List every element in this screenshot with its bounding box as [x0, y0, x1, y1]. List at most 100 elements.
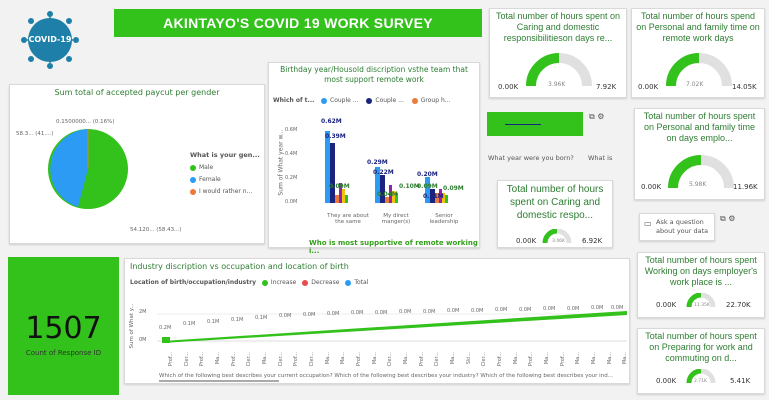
logo-text: COVID-19 — [28, 35, 72, 44]
waterfall-plot — [157, 311, 627, 343]
x-tick-label: Cler... — [246, 352, 253, 367]
birth-bar-chart-card[interactable]: Birthday year/Housold discription vsthe … — [268, 62, 480, 255]
data-label: 0.09M — [417, 183, 438, 190]
x-tick-label: Ma... — [324, 352, 331, 365]
x-tick-label: Cler... — [277, 352, 284, 367]
waterfall-data-labels: 0.2M 0.1M 0.1M 0.1M 0.1M 0.0M 0.0M 0.0M … — [159, 305, 624, 331]
bar-ylabel: Sum of What year w... — [277, 129, 285, 196]
x-tick-label: Ma... — [512, 352, 519, 365]
data-label: 0.11M — [423, 193, 444, 200]
x-tick-label: Ma... — [606, 352, 613, 365]
bar — [445, 195, 448, 203]
gauge-card-preparing-commuting[interactable]: Total number of hours spent on Preparing… — [637, 328, 765, 394]
legend-item-couple-1: Couple ... — [321, 97, 358, 104]
bar-title: Birthday year/Housold discription vsthe … — [280, 65, 468, 84]
gauge-value: 3.96K — [548, 81, 566, 88]
gauge-title: Total number of hours spent on Caring an… — [506, 184, 604, 221]
gauge-card-personal-remote[interactable]: Total number of hours spend on Personal … — [631, 8, 765, 98]
pie-chart-card[interactable]: Sum total of accepted paycut per gender … — [9, 84, 265, 244]
waterfall-chart-card[interactable]: Industry discription vs occupation and l… — [124, 258, 630, 384]
x-tick-label: Prof... — [199, 352, 206, 367]
wf-bar-first — [162, 337, 170, 343]
gauge-arc — [668, 155, 734, 189]
gauge-value: 5.98K — [689, 181, 707, 188]
gauge-title: Total number of hours spent on Personal … — [643, 111, 756, 143]
data-label: 0.10M — [399, 183, 420, 190]
x-category: Senior leadership — [429, 213, 459, 225]
x-category: My direct manger(s) — [381, 213, 411, 225]
gauge-arc — [686, 369, 716, 384]
qa-button[interactable]: ▭ Ask a question about your data — [639, 213, 715, 241]
bar — [339, 183, 342, 203]
gauge-card-working-employer[interactable]: Total number of hours spent Working on d… — [637, 252, 765, 318]
bar — [392, 191, 395, 203]
x-tick-label: Prof... — [559, 352, 566, 367]
x-tick-label: Ma... — [544, 352, 550, 365]
page-title: AKINTAYO'S COVID 19 WORK SURVEY — [114, 9, 482, 37]
slicer-label-2: What is — [588, 154, 613, 162]
slicer-area[interactable]: ⧉ ⚙ — [485, 108, 605, 148]
legend-item-female[interactable]: Female — [190, 176, 260, 183]
ytick-3: 0.0M — [285, 199, 298, 205]
x-tick-label: Prof... — [293, 352, 300, 367]
pie-title: Sum total of accepted paycut per gender — [54, 88, 220, 97]
count-card[interactable]: 1507 Count of Response ID — [8, 257, 119, 395]
gauge-card-caring-employer[interactable]: Total number of hours spent on Caring an… — [497, 180, 613, 248]
gauge-title: Total number of hours spent on Preparing… — [645, 331, 757, 363]
gauge-min: 0.00K — [498, 83, 519, 91]
qa-icon: ▭ — [644, 219, 652, 228]
pie-chart — [48, 129, 128, 209]
x-tick-label: Cler... — [387, 352, 394, 367]
gauge-min: 0.00K — [656, 301, 677, 309]
bar — [345, 195, 348, 203]
gauge-value: 2.71K — [694, 379, 707, 384]
data-label: 0.09M — [329, 183, 350, 190]
pie-label-top: 0.1500000... (0.16%) — [56, 119, 115, 125]
x-tick-label: Cler... — [434, 352, 441, 367]
gauge-min: 0.00K — [516, 237, 537, 245]
count-inner: 1507 Count of Response ID — [16, 267, 111, 385]
gauge-max: 11.96K — [733, 183, 758, 191]
data-label: 0.29M — [367, 159, 388, 166]
gauge-min: 0.00K — [656, 377, 677, 385]
pie-legend-title: What is your gen... — [190, 151, 260, 159]
waterfall-ylabel: Sum of What y... — [129, 303, 135, 349]
bar — [342, 189, 345, 203]
gauge-max: 14.05K — [732, 83, 757, 91]
pie-label-left: 58.3... (41....) — [16, 131, 54, 137]
legend-item-male[interactable]: Male — [190, 164, 260, 171]
bar — [439, 189, 442, 203]
waterfall-xlabel: Which of the following best describes yo… — [159, 373, 613, 379]
slicer-icons[interactable]: ⧉ ⚙ — [589, 112, 605, 121]
ytick-2m: 2M — [139, 309, 147, 315]
scrollbar[interactable] — [159, 380, 279, 382]
x-tick-label: Cler... — [481, 352, 488, 367]
x-tick-label: Cler... — [183, 352, 190, 367]
data-label: 0.22M — [373, 169, 394, 176]
qa-icons[interactable]: ⧉ ⚙ — [720, 214, 736, 223]
legend-item-group: Group h... — [411, 97, 450, 104]
x-tick-label: Ma... — [371, 352, 378, 365]
waterfall-legend: Location of birth/occupation/industry In… — [130, 279, 369, 286]
gauge-arc — [542, 229, 572, 244]
ytick-0m: 0M — [139, 337, 147, 343]
gauge-title: Total number of hours spent on Caring an… — [495, 11, 621, 43]
bar — [430, 189, 435, 203]
gauge-arc — [526, 53, 592, 87]
bar — [435, 193, 439, 203]
bar-xlabel: Who is most supportive of remote working… — [309, 239, 478, 255]
gauge-card-personal-employer[interactable]: Total number of hours spent on Personal … — [634, 108, 765, 200]
data-label: 0.04M — [377, 191, 398, 198]
count-label: Count of Response ID — [25, 349, 102, 357]
x-tick-label: Prof... — [230, 352, 237, 367]
legend-item-other[interactable]: I would rather n... — [190, 188, 260, 195]
bar — [330, 143, 335, 203]
bar — [380, 175, 385, 203]
gauge-value: 7.02K — [686, 81, 704, 88]
data-label: 0.20M — [417, 171, 438, 178]
gauge-card-caring-remote[interactable]: Total number of hours spent on Caring an… — [489, 8, 627, 98]
data-label: 0.39M — [325, 133, 346, 140]
gauge-max: 6.92K — [582, 237, 603, 245]
x-tick-label: Ski... — [465, 352, 472, 365]
slicer-bar[interactable] — [487, 112, 583, 136]
